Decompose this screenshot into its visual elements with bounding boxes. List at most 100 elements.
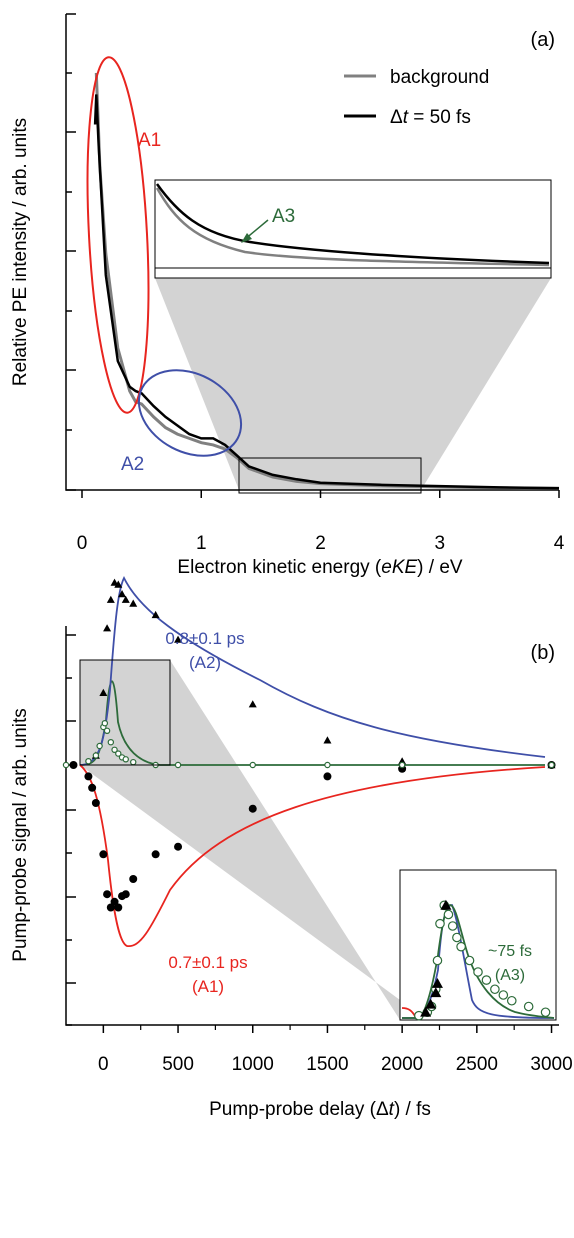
data-point-a3 (324, 761, 331, 769)
x-label-a-part3: ) / eV (417, 557, 463, 578)
data-point-a3 (115, 750, 122, 757)
inset-point-a2 (425, 998, 437, 1009)
data-point-a3 (111, 746, 118, 754)
inset-b: ~75 fs (A3) (399, 869, 557, 1021)
a3-arrowhead (241, 233, 252, 243)
zoom-region-box (238, 457, 422, 494)
x-tick-label: 1000 (232, 1054, 274, 1075)
x-label-b-italic: t (389, 1099, 395, 1120)
x-tick-label: 2500 (456, 1054, 498, 1075)
panel-label-a: (a) (531, 29, 555, 51)
inset-point-a3 (464, 955, 475, 966)
x-tick-label: 3000 (530, 1054, 572, 1075)
data-point-a1 (103, 890, 112, 899)
data-point-a3 (107, 739, 115, 746)
data-point-a2 (151, 610, 160, 619)
x-axis-label-b: Pump-probe delay (Δt) / fs (209, 1099, 431, 1120)
data-point-a2 (248, 700, 257, 708)
data-point-a1 (106, 903, 115, 912)
data-point-a1 (69, 761, 78, 769)
inset-markers (414, 899, 551, 1021)
data-point-a3 (62, 761, 70, 769)
inset-point-a3 (473, 967, 483, 977)
zoom-region-box-b (79, 659, 171, 766)
inset-point-a2 (440, 899, 452, 910)
inset-label-a3-line1: ~75 fs (488, 943, 532, 960)
x-tick-label: 2 (315, 533, 326, 554)
data-point-a2 (323, 736, 332, 744)
inset-point-a2 (431, 978, 443, 988)
data-point-a3 (130, 758, 137, 766)
annotation-a2-tag: (A2) (189, 653, 221, 672)
data-point-a2 (114, 580, 123, 588)
data-point-a2 (129, 599, 138, 607)
y-axis-label-a: Relative PE intensity / arb. units (10, 118, 31, 386)
data-point-a1 (248, 804, 257, 813)
annotation-a1-tag: (A1) (192, 977, 224, 996)
legend-label-dt50: Δt = 50 fs (390, 107, 471, 128)
data-point-a2 (118, 590, 127, 598)
x-tick-label: 3 (434, 533, 445, 554)
data-point-a1 (129, 875, 138, 883)
inset-point-a3 (432, 955, 443, 966)
data-point-a1 (174, 842, 183, 851)
inset-line-dt50 (155, 183, 550, 265)
data-point-a1 (151, 850, 160, 859)
inset-label-a3-line2: (A3) (495, 967, 525, 984)
annotation-a2-lifetime: 0.8±0.1 ps (165, 629, 244, 648)
annotation-a1: A1 (138, 130, 161, 151)
x-label-a-italic: eKE (381, 557, 417, 578)
inset-point-a2 (420, 1006, 432, 1017)
panel-label-b: (b) (531, 642, 555, 664)
data-markers (62, 578, 556, 912)
fit-curve-a2 (79, 575, 546, 766)
panel-b: 0 500 1000 1500 2000 2500 3000 ~75 fs (A3) 0.8… (10, 575, 573, 1120)
y-ticks (66, 13, 76, 491)
data-point-a3 (96, 742, 103, 750)
legend-delta: Δ (390, 107, 403, 128)
x-tick-label: 0 (98, 1054, 109, 1075)
inset-point-a3 (443, 909, 454, 920)
a2-ellipse (137, 369, 243, 457)
data-point-a3 (249, 761, 256, 769)
data-point-a3 (122, 756, 129, 763)
x-tick-label: 0 (77, 533, 88, 554)
annotation-a1-lifetime: 0.7±0.1 ps (168, 953, 247, 972)
data-point-a1 (110, 897, 119, 906)
data-point-a3 (92, 752, 100, 759)
legend-dt-rest: = 50 fs (408, 107, 471, 128)
data-point-a1 (84, 772, 93, 781)
legend-t-italic: t (403, 107, 409, 128)
data-point-a2 (174, 635, 183, 643)
inset-point-a3 (523, 1001, 534, 1012)
data-point-a3 (103, 727, 111, 735)
inset-point-a3 (452, 932, 462, 943)
legend-label-background: background (390, 67, 489, 88)
data-point-a3 (398, 761, 406, 769)
x-tick-label: 1500 (306, 1054, 348, 1075)
zoom-projection-wedge (155, 278, 551, 490)
x-ticks: 0 1 2 3 4 (77, 490, 565, 554)
data-point-a2 (106, 595, 115, 603)
inset-line-background (155, 187, 550, 267)
fit-curve-a1 (79, 764, 546, 947)
data-point-a2 (103, 624, 112, 632)
annotation-a3: A3 (272, 206, 295, 227)
data-point-a3 (548, 761, 555, 769)
annotation-a2: A2 (121, 454, 144, 475)
inset-point-a3 (456, 941, 466, 952)
x-ticks-b: 0 500 1000 1500 2000 2500 3000 (98, 1025, 573, 1075)
legend: background Δt = 50 fs (344, 67, 489, 128)
y-ticks-b (66, 634, 76, 1026)
y-axis-label-b: Pump-probe signal / arb. units (10, 708, 31, 961)
x-tick-label: 2000 (381, 1054, 423, 1075)
data-point-a1 (99, 850, 108, 859)
a1-ellipse (86, 56, 150, 414)
series-line-dt50 (93, 94, 560, 490)
inset-point-a3 (447, 921, 458, 931)
x-tick-label: 1 (196, 533, 207, 554)
inset-b-fit-green (402, 904, 555, 1019)
inset-point-a2 (430, 987, 442, 998)
